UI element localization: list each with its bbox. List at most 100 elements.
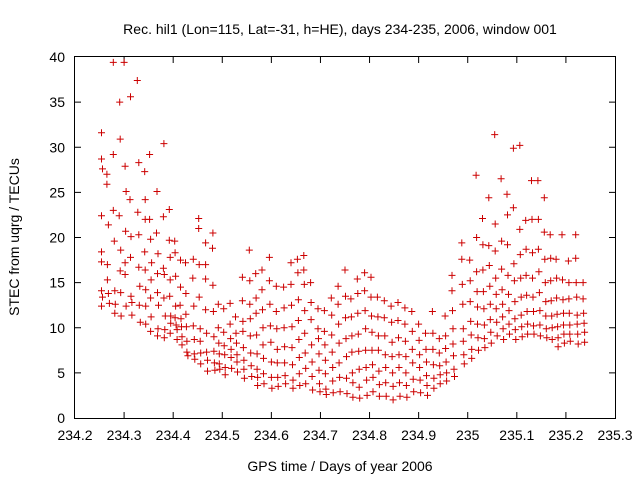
data-point bbox=[116, 98, 124, 106]
data-point bbox=[239, 327, 247, 335]
data-point bbox=[226, 320, 234, 328]
data-point bbox=[580, 319, 588, 327]
data-point bbox=[408, 345, 416, 353]
data-point bbox=[288, 301, 295, 309]
data-point bbox=[522, 271, 530, 279]
data-point bbox=[417, 389, 425, 397]
data-point bbox=[302, 364, 310, 372]
data-point bbox=[436, 371, 444, 379]
data-point bbox=[281, 359, 289, 367]
data-point bbox=[273, 359, 281, 367]
data-point bbox=[300, 266, 308, 274]
data-point bbox=[147, 313, 155, 321]
data-point bbox=[475, 346, 482, 354]
data-point bbox=[529, 293, 537, 301]
data-point bbox=[574, 340, 582, 348]
data-point bbox=[315, 335, 322, 343]
data-point bbox=[342, 314, 349, 322]
data-point bbox=[579, 279, 587, 287]
data-point bbox=[281, 343, 289, 351]
data-point bbox=[486, 316, 494, 324]
data-point bbox=[183, 337, 191, 345]
data-point bbox=[148, 259, 156, 267]
data-point bbox=[233, 358, 241, 366]
data-point bbox=[214, 324, 222, 332]
data-point bbox=[499, 313, 507, 321]
data-point bbox=[430, 374, 438, 382]
x-tick-label: 234.9 bbox=[401, 427, 436, 443]
data-point bbox=[355, 365, 363, 373]
data-points bbox=[98, 58, 589, 404]
data-point bbox=[215, 350, 223, 358]
data-point bbox=[335, 339, 343, 347]
data-point bbox=[253, 365, 261, 373]
y-tick-label: 15 bbox=[49, 275, 65, 291]
data-point bbox=[424, 391, 431, 399]
data-point bbox=[246, 300, 254, 308]
data-point bbox=[99, 165, 106, 173]
data-point bbox=[111, 309, 119, 317]
data-point bbox=[540, 194, 548, 202]
data-point bbox=[135, 301, 143, 309]
data-point bbox=[536, 321, 544, 329]
y-tick-label: 30 bbox=[49, 139, 65, 155]
data-point bbox=[523, 308, 531, 315]
data-point bbox=[127, 292, 135, 300]
data-point bbox=[408, 327, 416, 335]
data-point bbox=[534, 245, 542, 253]
data-point bbox=[320, 327, 328, 335]
data-point bbox=[449, 340, 457, 348]
data-point bbox=[321, 370, 329, 378]
data-point bbox=[182, 310, 190, 318]
data-point bbox=[415, 320, 423, 328]
data-point bbox=[472, 171, 480, 179]
data-point bbox=[127, 253, 134, 261]
data-point bbox=[354, 290, 362, 297]
data-point bbox=[209, 244, 216, 252]
data-point bbox=[560, 339, 568, 347]
data-point bbox=[260, 370, 267, 378]
data-point bbox=[581, 338, 589, 346]
data-point bbox=[160, 334, 168, 342]
data-point bbox=[254, 382, 262, 389]
y-tick-label: 40 bbox=[49, 49, 65, 65]
data-point bbox=[410, 388, 418, 396]
data-point bbox=[528, 215, 536, 223]
data-point bbox=[98, 258, 105, 266]
data-point bbox=[548, 324, 556, 332]
data-point bbox=[128, 311, 136, 319]
data-point bbox=[183, 348, 191, 356]
data-point bbox=[506, 330, 513, 338]
data-point bbox=[552, 255, 560, 263]
data-point bbox=[451, 373, 458, 380]
data-point bbox=[247, 349, 255, 357]
data-point bbox=[373, 293, 381, 301]
data-point bbox=[368, 328, 376, 336]
data-point bbox=[564, 257, 572, 265]
data-point bbox=[401, 337, 409, 345]
data-point bbox=[423, 358, 430, 366]
data-point bbox=[416, 364, 424, 371]
data-point bbox=[474, 320, 481, 328]
data-point bbox=[435, 335, 443, 343]
data-point bbox=[375, 392, 383, 400]
data-point bbox=[121, 162, 129, 170]
data-point bbox=[523, 291, 531, 299]
data-point bbox=[182, 290, 190, 297]
data-point bbox=[314, 325, 322, 333]
data-point bbox=[348, 332, 356, 340]
y-tick-label: 20 bbox=[49, 230, 65, 246]
data-point bbox=[342, 335, 350, 343]
data-point bbox=[579, 295, 587, 303]
data-point bbox=[246, 277, 254, 285]
data-point bbox=[349, 379, 357, 387]
data-point bbox=[147, 327, 155, 335]
data-point bbox=[171, 314, 179, 322]
data-point bbox=[272, 308, 280, 315]
data-point bbox=[423, 372, 430, 380]
x-tick-label: 234.5 bbox=[205, 427, 240, 443]
data-point bbox=[458, 239, 466, 247]
data-point bbox=[553, 310, 561, 318]
data-point bbox=[197, 360, 205, 368]
data-point bbox=[267, 358, 275, 366]
